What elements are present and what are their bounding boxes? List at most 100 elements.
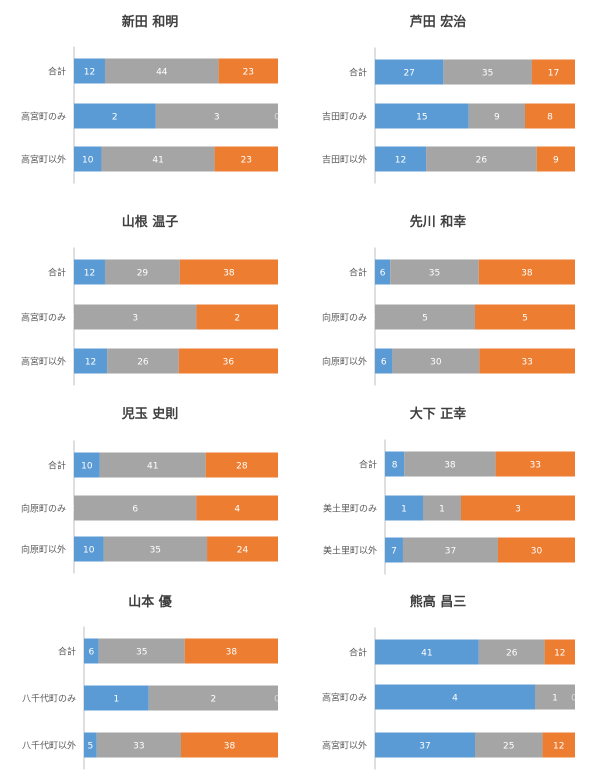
category-label: 合計 — [349, 67, 367, 79]
category-label: 吉田町以外 — [322, 154, 367, 166]
data-label: 27 — [403, 69, 414, 79]
bar-segment — [426, 146, 537, 172]
bar-segment — [98, 638, 185, 664]
bar-segment — [536, 146, 575, 172]
bar-segment — [375, 348, 393, 374]
bar-segment — [375, 684, 535, 710]
data-label: 38 — [226, 648, 238, 658]
data-label: 2 — [210, 695, 216, 705]
category-label: 高宮町以外 — [21, 154, 66, 166]
bar-segment — [84, 685, 149, 711]
data-label: 30 — [430, 358, 442, 368]
bar-segment — [96, 732, 181, 758]
bar-segment — [74, 146, 102, 172]
category-label: 向原町以外 — [21, 544, 66, 556]
data-label: 35 — [482, 69, 493, 79]
bar-segment — [385, 451, 405, 477]
bar-segment — [375, 259, 391, 285]
category-label: 合計 — [349, 267, 367, 279]
data-label: 33 — [521, 358, 532, 368]
data-label: 38 — [444, 461, 456, 471]
bar-segment — [107, 348, 179, 374]
data-label: 5 — [88, 742, 94, 752]
bar-segment — [84, 638, 99, 664]
bar-segment — [495, 451, 575, 477]
bar-segment — [148, 685, 278, 711]
data-label: 28 — [236, 462, 248, 472]
bar-segment — [390, 259, 479, 285]
data-label: 3 — [132, 314, 138, 324]
bar-segment — [468, 103, 525, 129]
data-label: 38 — [224, 742, 236, 752]
bar-segment — [475, 304, 575, 330]
category-label: 合計 — [349, 647, 367, 659]
data-label: 35 — [429, 269, 440, 279]
chart-title: 山本 優 — [128, 594, 173, 610]
data-label: 38 — [521, 269, 533, 279]
bar-segment — [497, 537, 575, 563]
bar-segment — [461, 495, 575, 521]
data-label: 10 — [83, 546, 95, 556]
data-label: 6 — [88, 648, 94, 658]
data-label: 12 — [85, 358, 96, 368]
data-label: 26 — [506, 649, 518, 659]
data-label: 1 — [439, 505, 445, 515]
data-label: 5 — [422, 314, 428, 324]
category-label: 向原町以外 — [322, 356, 367, 368]
category-label: 向原町のみ — [21, 503, 66, 515]
bar-segment — [179, 259, 278, 285]
bar-segment — [375, 103, 469, 129]
data-label: 10 — [81, 462, 93, 472]
data-label: 10 — [82, 156, 94, 166]
bar-segment — [535, 684, 575, 710]
data-label: 6 — [132, 505, 138, 515]
bar-segment — [178, 348, 278, 374]
category-label: 高宮町のみ — [21, 111, 66, 123]
bar-segment — [218, 58, 278, 84]
bar-segment — [74, 259, 105, 285]
bar-segment — [74, 103, 156, 129]
bar-segment — [479, 348, 575, 374]
category-label: 合計 — [48, 460, 66, 472]
data-label: 41 — [421, 649, 432, 659]
bar-segment — [385, 495, 423, 521]
bar-segment — [542, 732, 575, 758]
data-label: 15 — [416, 113, 427, 123]
chart-title: 先川 和幸 — [410, 214, 467, 230]
category-label: 美土里町以外 — [323, 545, 377, 557]
data-label: 33 — [530, 461, 541, 471]
data-label: 17 — [548, 69, 559, 79]
data-label: 30 — [531, 547, 543, 557]
bar-segment — [375, 639, 479, 665]
bar-segment — [375, 146, 427, 172]
bar-segment — [155, 103, 278, 129]
data-label: 4 — [234, 505, 240, 515]
data-label: 1 — [552, 694, 558, 704]
data-label: 8 — [392, 461, 398, 471]
chart-panel-5: 児玉 史則合計104128向原町のみ064向原町以外103524 — [21, 406, 278, 574]
data-label: 12 — [395, 156, 406, 166]
data-label: 25 — [503, 742, 514, 752]
bar-segment — [181, 732, 278, 758]
category-label: 八千代町のみ — [22, 694, 76, 705]
bar-segment — [375, 304, 475, 330]
bar-segment — [196, 495, 278, 521]
data-label: 35 — [150, 546, 161, 556]
data-label: 3 — [214, 113, 220, 123]
data-label: 3 — [515, 505, 521, 515]
bar-segment — [375, 732, 475, 758]
category-label: 高宮町のみ — [322, 692, 367, 704]
data-label: 23 — [241, 156, 252, 166]
bar-segment — [525, 103, 575, 129]
bar-segment — [104, 58, 219, 84]
chart-panel-7: 山本 優合計 6 35 38 八千代町のみ 1 2 0 八千代町以外 5 33 38 — [22, 594, 280, 770]
data-label: 37 — [419, 742, 430, 752]
data-label: 37 — [445, 547, 456, 557]
data-label: 41 — [152, 156, 163, 166]
chart-title: 新田 和明 — [122, 14, 179, 30]
chart-panel-3: 山根 温子合計122938高宮町のみ032高宮町以外122636 — [21, 214, 278, 386]
